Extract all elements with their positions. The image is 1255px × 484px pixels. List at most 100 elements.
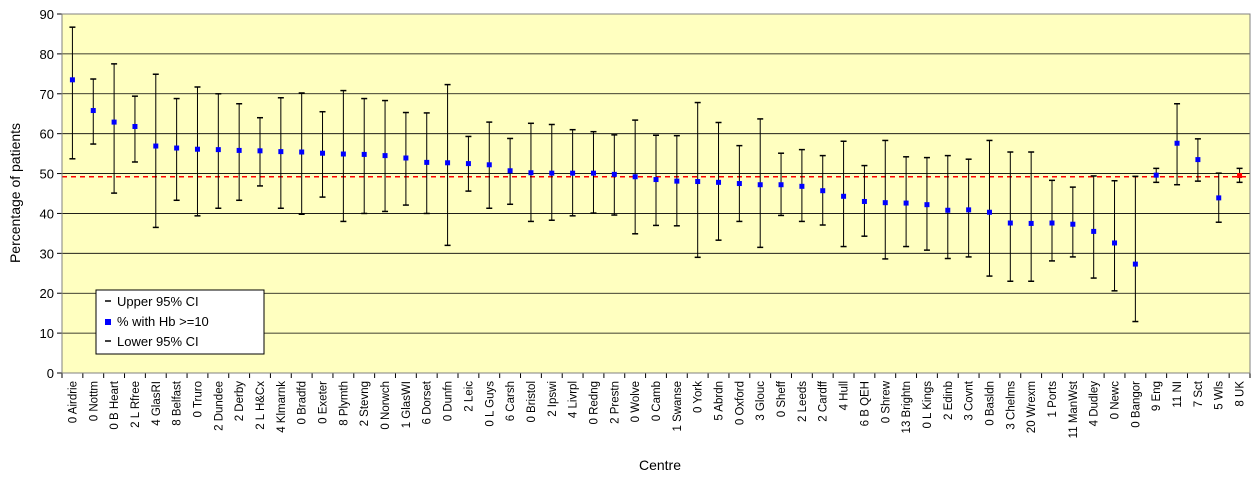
data-point [320, 150, 326, 156]
x-tick-label: 2 Cardff [818, 380, 830, 422]
data-point [215, 147, 221, 153]
data-point [486, 162, 492, 168]
data-point [611, 171, 617, 177]
data-point [153, 143, 159, 149]
data-point [632, 174, 638, 180]
x-tick-label: 5 Abrdn [714, 381, 726, 421]
y-tick-label: 40 [40, 206, 54, 221]
data-point [570, 170, 576, 176]
x-tick-label: 0 Basldn [984, 381, 996, 426]
data-point [986, 209, 992, 215]
x-tick-label: 4 GlasRI [151, 381, 163, 426]
x-axis-ticks: 0 Airdrie 0 Nottm 0 B Heart 2 L Rfree 4 Glas… [61, 373, 1251, 438]
x-tick-label: 2 Leeds [797, 381, 809, 422]
x-tick-label: 1 Swanse [672, 381, 684, 432]
x-tick-label: 3 Glouc [755, 381, 767, 421]
x-tick-label: 4 Hull [839, 381, 851, 410]
x-tick-label: 8 Belfast [172, 380, 184, 426]
x-axis-title: Centre [639, 457, 681, 473]
data-point [736, 181, 742, 187]
x-tick-label: 0 Wolve [630, 381, 642, 422]
x-tick-label: 0 Shrew [880, 380, 892, 423]
data-point [799, 183, 805, 189]
x-tick-label: 4 Klmarnk [276, 381, 288, 433]
data-point [465, 161, 471, 167]
data-point [528, 170, 534, 176]
x-tick-label: 4 Dudley [1089, 381, 1101, 427]
data-point [1174, 140, 1180, 146]
data-point [757, 182, 763, 188]
data-point [861, 198, 867, 204]
legend-box [95, 289, 265, 355]
x-tick-label: 2 L Rfree [130, 381, 142, 428]
data-point [945, 207, 951, 213]
x-tick-label: 0 Nottm [88, 381, 100, 421]
data-point [174, 145, 180, 151]
data-point [299, 149, 305, 155]
data-point [695, 179, 701, 185]
x-tick-label: 2 Dundee [213, 381, 225, 431]
x-tick-label: 2 Ipswi [547, 381, 559, 417]
data-point [674, 178, 680, 184]
data-point [90, 108, 96, 114]
x-tick-label: 4 Livrpl [568, 381, 580, 418]
data-point [716, 179, 722, 185]
x-tick-label: 6 B QEH [859, 381, 871, 426]
data-point [903, 200, 909, 206]
y-tick-label: 10 [40, 326, 54, 341]
x-tick-label: 0 Truro [192, 381, 204, 417]
x-tick-label: 6 Carsh [505, 381, 517, 421]
data-point [69, 77, 75, 83]
data-point [507, 168, 513, 174]
data-point [778, 182, 784, 188]
data-point [257, 148, 263, 154]
data-point [236, 147, 242, 153]
x-tick-label: 13 Brightn [901, 381, 913, 433]
data-point [194, 146, 200, 152]
legend-upper-label: Upper 95% CI [117, 294, 199, 309]
x-tick-label: 2 Edinb [943, 381, 955, 420]
legend-lower-label: Lower 95% CI [117, 334, 199, 349]
plot-frame [61, 13, 1251, 374]
x-tick-label: 9 Eng [1151, 381, 1163, 411]
data-point [1070, 221, 1076, 227]
y-tick-label: 0 [47, 366, 54, 381]
data-points [69, 77, 1243, 267]
data-point [1153, 172, 1159, 178]
x-tick-label: 0 Newc [1110, 381, 1122, 420]
data-point [1028, 220, 1034, 226]
y-tick-label: 50 [40, 167, 54, 182]
data-point [403, 155, 409, 161]
x-tick-label: 2 L H&Cx [255, 381, 267, 430]
x-tick-label: 2 Stevng [359, 381, 371, 426]
x-tick-label: 3 Chelms [1005, 381, 1017, 430]
x-tick-label: 3 Covnt [964, 380, 976, 420]
x-tick-label: 0 Redng [588, 381, 600, 424]
data-point [361, 151, 367, 157]
legend-point-marker [105, 319, 111, 325]
y-tick-label: 60 [40, 127, 54, 142]
x-tick-label: 11 NI [1172, 381, 1184, 408]
data-point [132, 123, 138, 129]
data-point [278, 149, 284, 155]
data-point [340, 151, 346, 157]
x-tick-label: 0 B Heart [109, 380, 121, 429]
legend: Upper 95% CI % with Hb >=10 Lower 95% CI [95, 289, 265, 355]
x-tick-label: 1 Ports [1047, 381, 1059, 418]
x-tick-label: 7 Sct [1193, 380, 1205, 407]
data-point [382, 153, 388, 159]
data-point [653, 177, 659, 183]
y-tick-label: 90 [40, 7, 54, 22]
x-tick-label: 8 Plymth [338, 381, 350, 426]
x-tick-label: 0 York [693, 381, 705, 413]
x-tick-label: 0 Exeter [318, 381, 330, 424]
x-tick-label: 0 Airdrie [67, 381, 79, 423]
data-point [590, 170, 596, 176]
data-point [882, 200, 888, 206]
data-point [924, 202, 930, 208]
y-axis-title: Percentage of patients [7, 123, 23, 263]
x-tick-label: 8 UK [1235, 381, 1247, 407]
data-point [966, 207, 972, 213]
x-tick-label: 0 Bangor [1130, 381, 1142, 428]
